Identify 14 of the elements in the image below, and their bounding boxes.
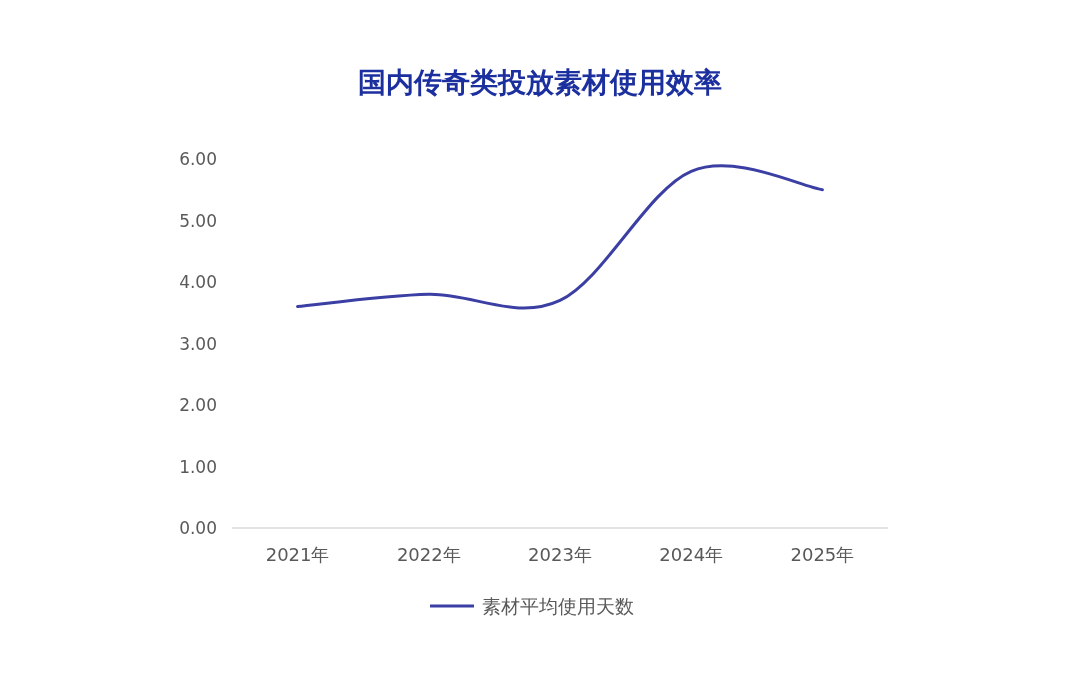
x-tick-label: 2025年 bbox=[790, 544, 855, 565]
y-tick-label: 0.00 bbox=[179, 518, 217, 538]
y-tick-label: 4.00 bbox=[179, 272, 217, 292]
y-tick-label: 5.00 bbox=[179, 210, 217, 231]
x-tick-label: 2024年 bbox=[659, 544, 724, 565]
x-tick-label: 2021年 bbox=[265, 544, 330, 565]
y-tick-label: 6.00 bbox=[179, 149, 217, 169]
legend-label: 素材平均使用天数 bbox=[482, 595, 634, 617]
y-tick-label: 1.00 bbox=[179, 456, 217, 477]
y-tick-label: 3.00 bbox=[179, 333, 217, 354]
x-tick-label: 2023年 bbox=[528, 544, 592, 565]
y-tick-label: 2.00 bbox=[179, 395, 217, 415]
x-tick-label: 2022年 bbox=[396, 544, 461, 565]
chart-title: 国内传奇类投放素材使用效率 bbox=[358, 66, 722, 99]
